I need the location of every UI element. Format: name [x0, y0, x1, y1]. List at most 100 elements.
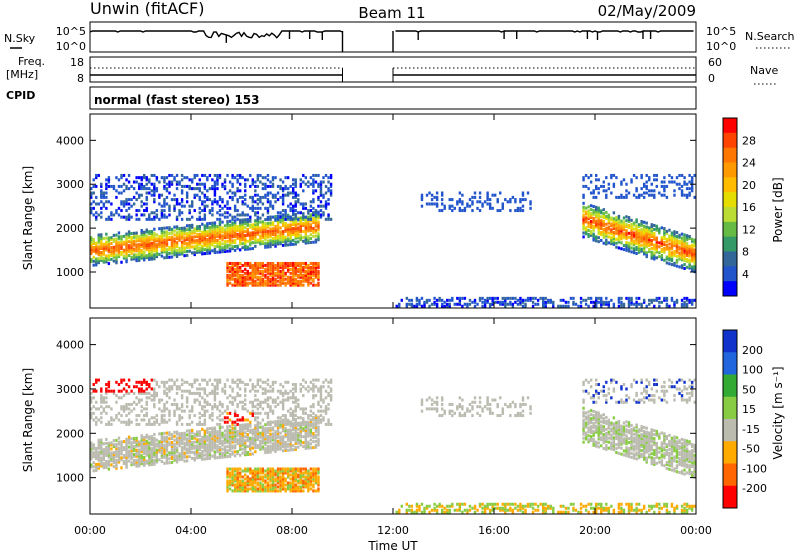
- power-cell: [645, 227, 648, 231]
- velocity-cell: [249, 487, 252, 491]
- velocity-cell: [238, 425, 242, 429]
- power-cell: [150, 235, 153, 239]
- power-cell: [193, 176, 196, 180]
- power-cell: [153, 255, 156, 259]
- power-cell: [675, 238, 679, 242]
- power-cell: [612, 231, 616, 235]
- velocity-cell: [135, 436, 138, 440]
- power-cell: [307, 239, 310, 243]
- power-cell: [655, 242, 658, 246]
- velocity-cell: [256, 471, 260, 475]
- power-cell: [309, 204, 313, 208]
- power-cell: [238, 277, 242, 281]
- power-cell: [153, 200, 156, 204]
- power-cell: [266, 267, 270, 271]
- velocity-cell: [173, 430, 176, 434]
- power-cell: [655, 184, 658, 188]
- power-cell: [249, 233, 252, 237]
- velocity-cell: [135, 385, 138, 389]
- power-cell: [132, 233, 136, 237]
- velocity-cell: [196, 422, 199, 426]
- velocity-cell: [271, 481, 275, 485]
- power-cell: [650, 238, 653, 242]
- power-cell: [266, 206, 270, 210]
- velocity-cell: [183, 445, 186, 449]
- power-cell: [683, 241, 686, 245]
- power-cell: [572, 296, 575, 300]
- power-cell: [595, 296, 598, 300]
- power-cell: [236, 277, 239, 281]
- power-cell: [612, 219, 616, 223]
- velocity-cell: [211, 428, 214, 432]
- power-cell: [137, 256, 141, 260]
- power-cell: [605, 195, 608, 199]
- power-cell: [218, 236, 222, 240]
- power-cell: [178, 232, 181, 236]
- velocity-cell: [256, 383, 260, 387]
- power-cell: [153, 257, 156, 261]
- velocity-cell: [261, 441, 265, 445]
- power-cell: [221, 198, 224, 202]
- power-cell: [637, 246, 641, 250]
- velocity-cell: [122, 387, 126, 391]
- velocity-cell: [211, 426, 214, 430]
- power-cell: [625, 223, 628, 227]
- velocity-cell: [223, 429, 227, 433]
- velocity-cell: [269, 436, 272, 440]
- power-cell: [605, 238, 608, 242]
- power-cell: [110, 251, 113, 255]
- power-cell: [261, 232, 265, 236]
- velocity-cell: [145, 387, 148, 391]
- power-cell: [168, 173, 171, 177]
- velocity-cell: [208, 443, 212, 447]
- velocity-cell: [276, 471, 280, 475]
- velocity-cell: [201, 414, 204, 418]
- power-cell: [491, 193, 494, 197]
- velocity-cell: [153, 405, 156, 409]
- velocity-cell: [196, 387, 199, 391]
- power-cell: [90, 206, 93, 210]
- power-cell: [201, 240, 204, 244]
- velocity-cell: [120, 378, 123, 382]
- power-cell: [519, 296, 522, 300]
- power-cell: [584, 184, 588, 188]
- velocity-cell: [269, 471, 272, 475]
- power-cell: [228, 195, 232, 199]
- power-cell: [620, 182, 623, 186]
- power-cell: [660, 238, 664, 242]
- power-cell: [617, 240, 621, 244]
- power-cell: [582, 207, 585, 211]
- velocity-cell: [105, 459, 108, 463]
- power-cell: [642, 298, 646, 302]
- power-cell: [254, 200, 257, 204]
- velocity-cell: [259, 400, 262, 404]
- power-cell: [309, 273, 313, 277]
- power-cell: [435, 204, 439, 208]
- power-cell: [292, 187, 295, 191]
- power-cell: [302, 224, 305, 228]
- power-cell: [165, 182, 169, 186]
- velocity-cell: [127, 437, 131, 441]
- power-cell: [597, 232, 600, 236]
- power-cell: [115, 261, 118, 265]
- velocity-cell: [100, 398, 103, 402]
- power-cell: [153, 215, 156, 219]
- power-cell: [678, 257, 681, 261]
- power-cell: [168, 184, 171, 188]
- power-cell: [481, 300, 484, 304]
- power-cell: [251, 225, 254, 229]
- power-cell: [297, 281, 300, 285]
- power-cell: [203, 215, 207, 219]
- power-cell: [648, 226, 651, 230]
- power-cell: [112, 253, 116, 257]
- velocity-cell: [279, 447, 282, 451]
- velocity-cell: [223, 439, 227, 443]
- velocity-cell: [256, 427, 260, 431]
- power-cell: [132, 253, 136, 257]
- power-cell: [211, 233, 214, 237]
- velocity-cell: [191, 430, 194, 434]
- power-cell: [264, 231, 267, 235]
- velocity-cell: [226, 427, 229, 431]
- velocity-cell: [218, 429, 222, 433]
- power-cell: [264, 233, 267, 237]
